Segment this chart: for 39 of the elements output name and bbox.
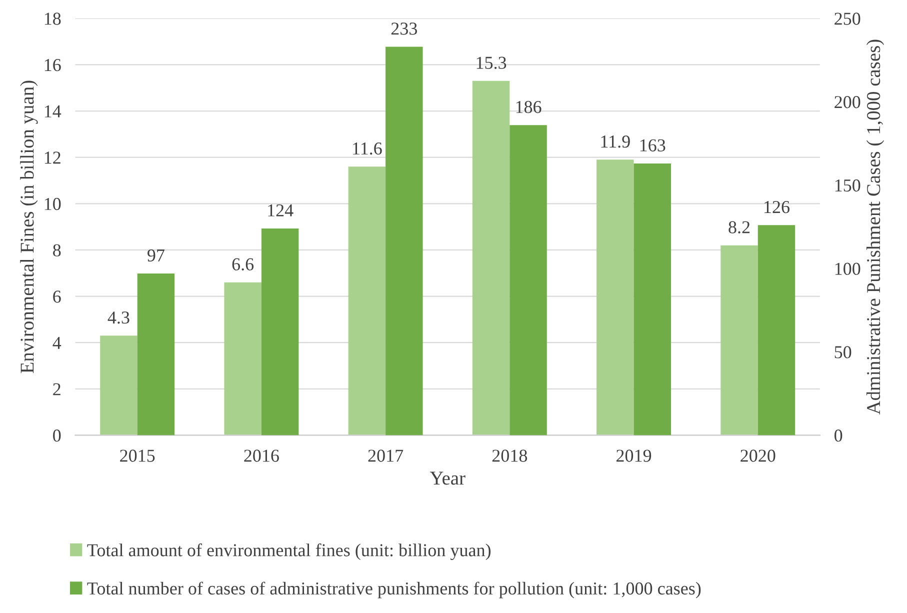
y-tick-label: 4 [52,336,62,349]
x-tick-label: 2015 [120,450,155,462]
data-label: 163 [640,139,666,152]
y-tick-label: 16 [44,59,61,72]
y2-tick-label: 150 [835,179,860,192]
data-label: 4.3 [108,312,130,324]
y2-tick-label: 250 [834,12,860,25]
data-label: 6.6 [232,258,254,270]
y-tick-label: 2 [53,383,60,396]
y-tick-label: 18 [44,12,61,25]
data-label: 126 [764,201,790,214]
y2-tick-label: 200 [834,96,860,108]
data-label: 8.2 [728,221,750,234]
x-tick-label: 2017 [368,450,404,462]
legend-label: Total number of cases of administrative punishments for pollution (unit: 1,000 cases) [87,582,701,598]
x-tick-label: 2016 [244,450,279,462]
x-axis-title: Year [430,472,466,485]
y-tick-label: 14 [44,105,62,118]
y-tick-label: 12 [44,152,60,164]
data-label: 97 [148,249,164,262]
y2-tick-label: 50 [834,346,852,358]
y2-axis-title: Administrative Punishment Cases ( 1,000 cases) [866,40,884,415]
y-tick-label: 10 [44,198,61,210]
data-label: 124 [268,204,294,216]
x-tick-label: 2019 [616,450,652,462]
data-label: 11.6 [353,142,382,155]
x-tick-label: 2020 [740,450,776,462]
data-label: 186 [516,100,542,114]
y-tick-label: 0 [53,429,61,442]
legend-label: Total amount of environmental fines (unit: billion yuan) [87,543,491,560]
y-axis-title: Environmental Fines (in billion yuan) [20,80,38,374]
x-tick-label: 2018 [492,450,528,462]
data-label: 11.9 [601,136,630,148]
y-tick-label: 6 [53,290,61,303]
data-label: 233 [391,22,418,35]
data-label: 15.3 [476,56,506,69]
y2-tick-label: 0 [834,429,842,442]
y2-tick-label: 100 [835,262,860,275]
y-tick-label: 8 [53,244,61,256]
